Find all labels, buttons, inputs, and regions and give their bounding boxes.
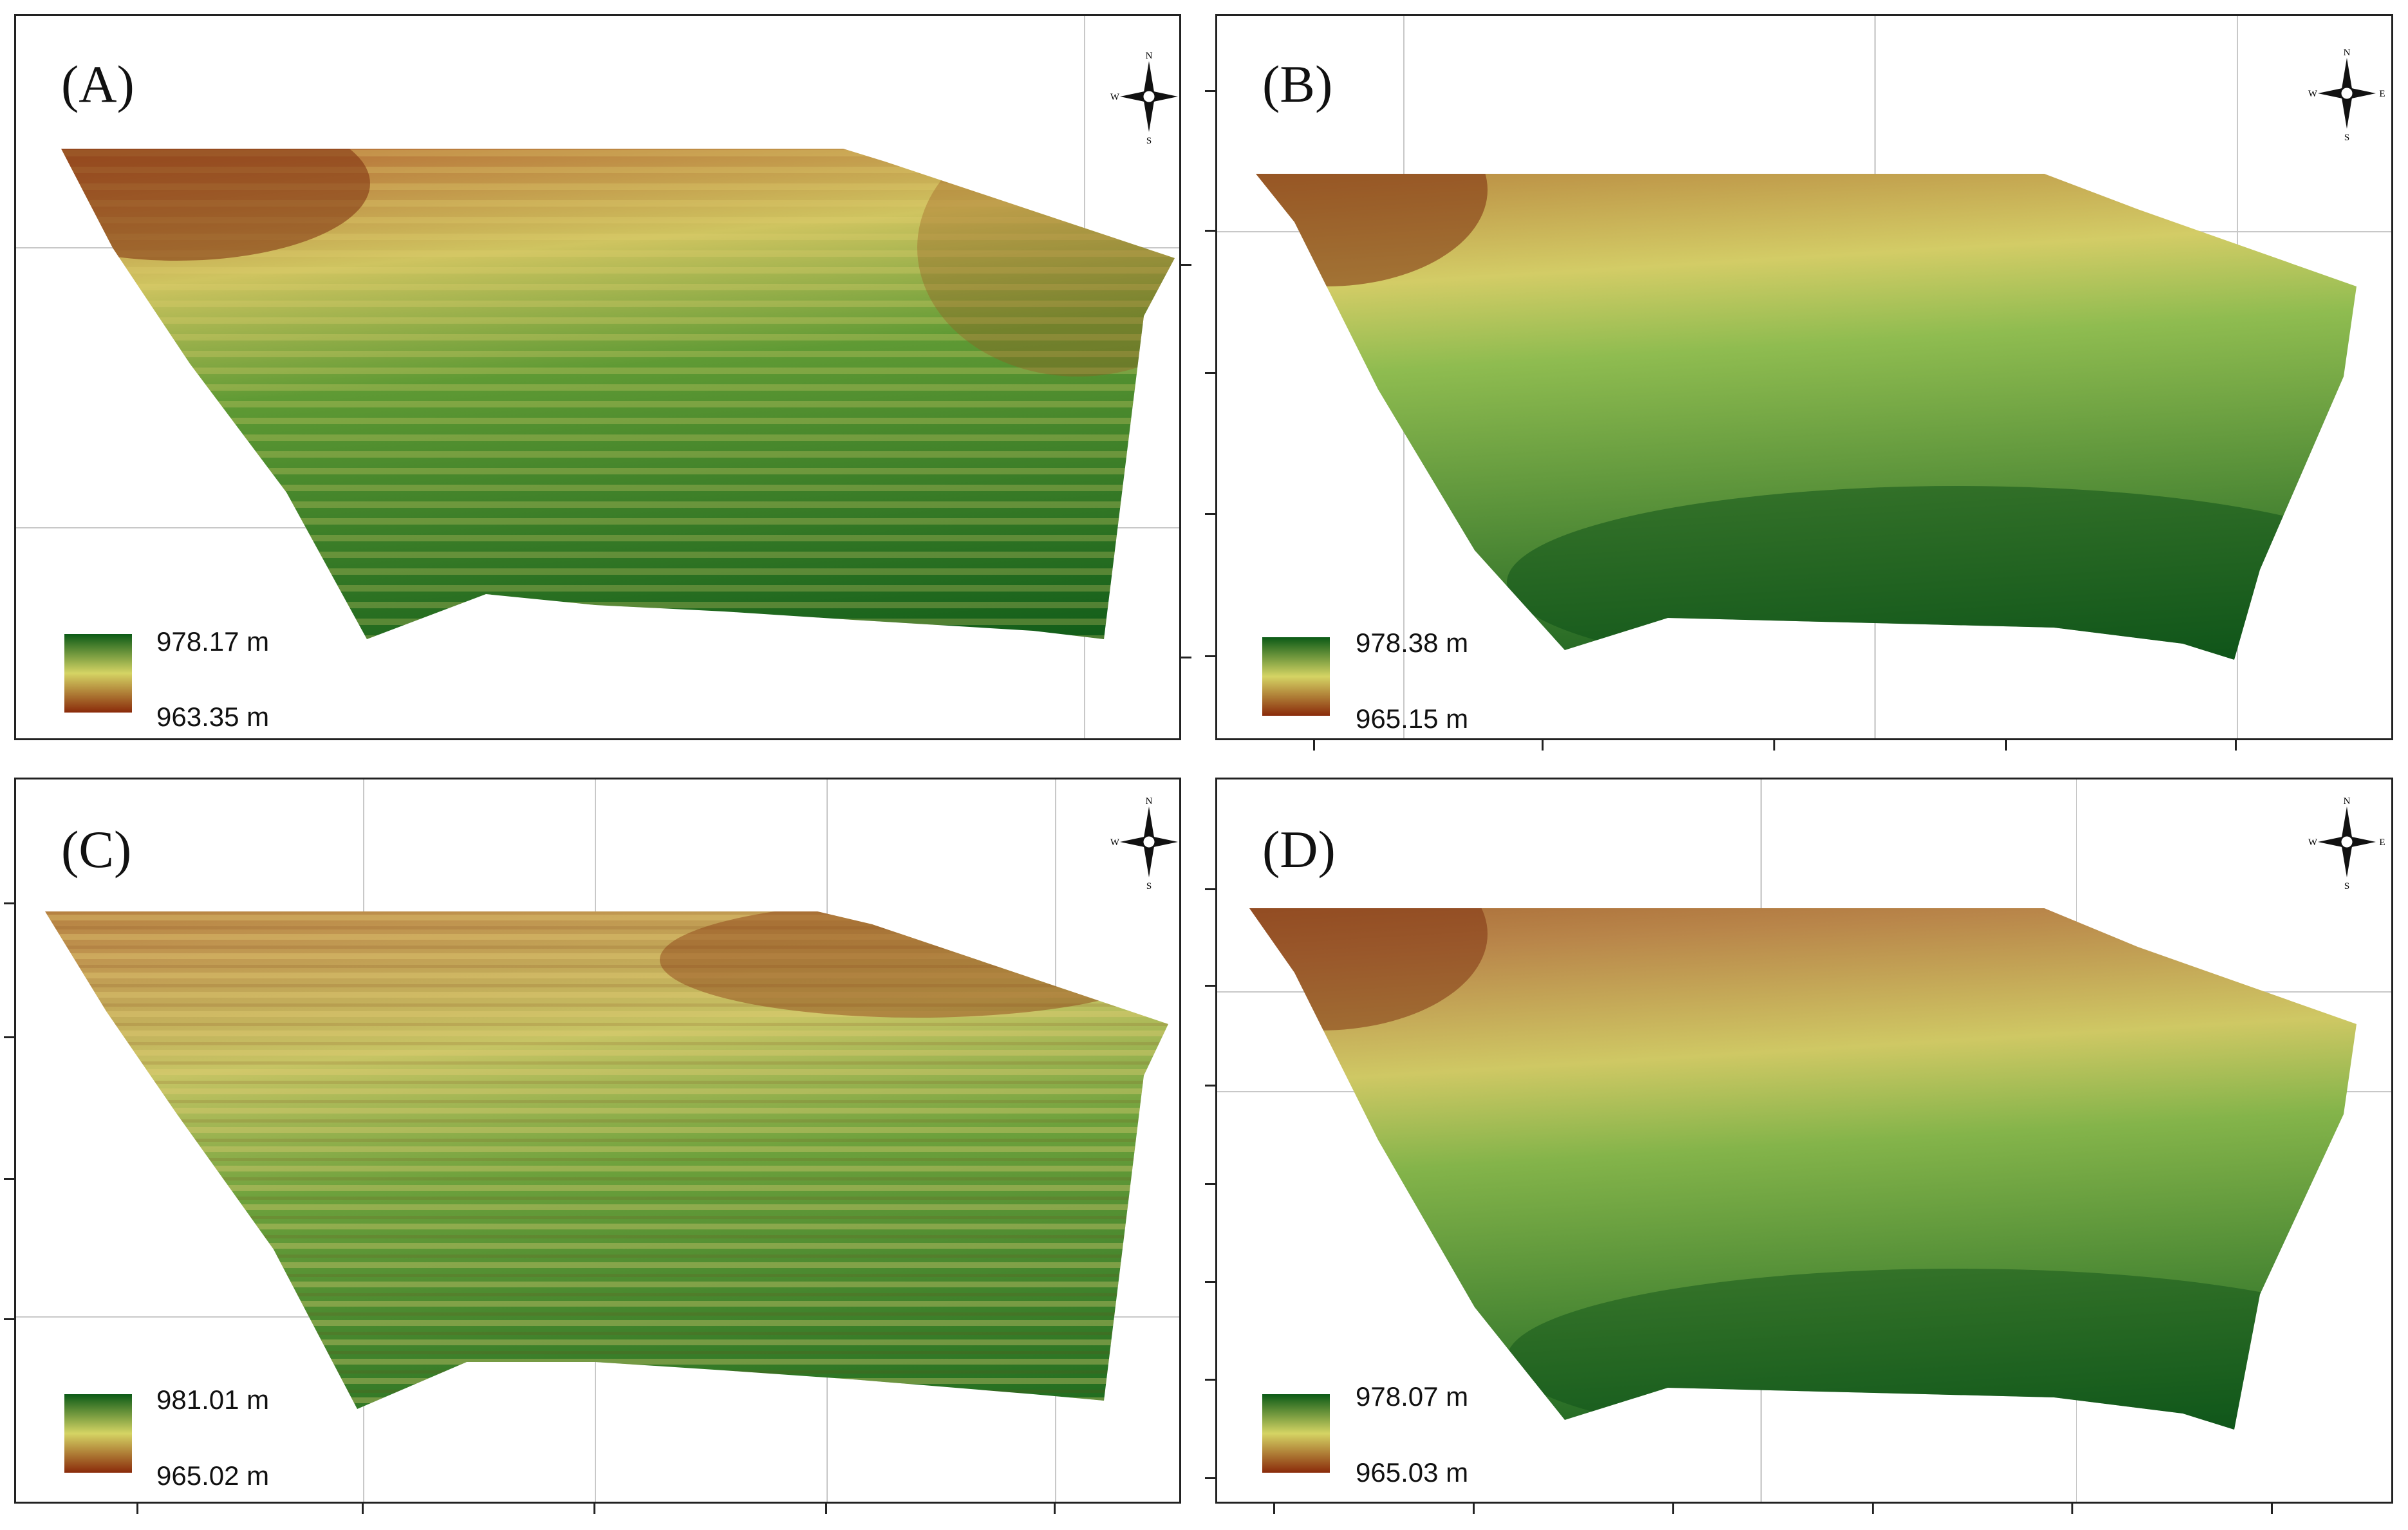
tick xyxy=(362,1504,364,1514)
panel-c: (C) N S W E 981.01 m 965.02 m xyxy=(14,778,1181,1504)
tick xyxy=(1205,1281,1215,1283)
legend-min: 963.35 m xyxy=(156,702,270,732)
compass-n: N xyxy=(2344,796,2351,807)
tick xyxy=(1473,1504,1475,1514)
compass-s: S xyxy=(1146,136,1152,145)
compass-s: S xyxy=(2344,133,2349,142)
tick xyxy=(2071,1504,2073,1514)
north-arrow-icon: N S W E xyxy=(2308,48,2385,142)
tick xyxy=(1205,1085,1215,1087)
tick xyxy=(4,902,14,904)
tick xyxy=(4,1318,14,1320)
compass-w: W xyxy=(1110,92,1120,102)
panel-a: (A) N S W E 978.17 m 963.35 m xyxy=(14,14,1181,740)
legend-min: 965.02 m xyxy=(156,1460,270,1491)
compass-s: S xyxy=(1146,881,1152,890)
tick xyxy=(136,1504,138,1514)
tick xyxy=(1205,888,1215,890)
tick xyxy=(1313,740,1315,751)
tick xyxy=(1672,1504,1674,1514)
tick xyxy=(4,1036,14,1038)
tick xyxy=(1542,740,1544,751)
elevation-map-c xyxy=(16,779,1179,1502)
tick xyxy=(1205,372,1215,374)
panel-label: (B) xyxy=(1262,55,1333,113)
legend-min: 965.03 m xyxy=(1356,1457,1469,1488)
north-arrow-icon: N S W E xyxy=(1110,796,1178,890)
tick xyxy=(1205,1379,1215,1381)
compass-s: S xyxy=(2344,881,2349,890)
compass-e: E xyxy=(2379,89,2385,99)
legend-color-ramp xyxy=(1262,1394,1330,1473)
tick xyxy=(1054,1504,1056,1514)
tick xyxy=(1205,90,1215,92)
north-arrow-icon: N S W E xyxy=(2308,796,2385,890)
tick xyxy=(1273,1504,1275,1514)
tick xyxy=(2235,740,2237,751)
north-arrow-icon: N S W E xyxy=(1110,51,1178,145)
tick xyxy=(825,1504,827,1514)
tick xyxy=(1205,985,1215,987)
elevation-map-d xyxy=(1217,779,2391,1502)
elevation-map-b xyxy=(1217,16,2391,738)
compass-n: N xyxy=(2344,48,2351,58)
legend-color-ramp xyxy=(64,634,132,713)
tick xyxy=(1205,230,1215,232)
legend-min: 965.15 m xyxy=(1356,704,1469,734)
compass-w: W xyxy=(1110,837,1120,848)
legend-max: 981.01 m xyxy=(156,1385,270,1415)
tick xyxy=(1205,513,1215,515)
compass-w: W xyxy=(2308,89,2318,99)
legend-max: 978.38 m xyxy=(1356,628,1469,658)
elevation-map-a xyxy=(16,16,1179,738)
tick xyxy=(1773,740,1775,751)
elevation-raster xyxy=(61,149,1175,639)
compass-w: W xyxy=(2308,837,2318,848)
tick xyxy=(2271,1504,2273,1514)
compass-n: N xyxy=(1146,796,1153,807)
compass-e: E xyxy=(2379,837,2385,848)
panel-label: (D) xyxy=(1262,820,1336,879)
tick xyxy=(1181,264,1191,266)
tick xyxy=(2005,740,2007,751)
tick xyxy=(1872,1504,1874,1514)
tick xyxy=(1205,655,1215,657)
panel-b: (B) N S W E 978.38 m 965.15 m xyxy=(1215,14,2393,740)
compass-n: N xyxy=(1146,51,1153,61)
tick xyxy=(1181,657,1191,658)
legend-max: 978.07 m xyxy=(1356,1381,1469,1412)
panel-d: (D) N S W E 978.07 m 965.03 m xyxy=(1215,778,2393,1504)
panel-label: (A) xyxy=(61,55,135,113)
tick xyxy=(4,1178,14,1180)
legend-color-ramp xyxy=(64,1394,132,1473)
tick xyxy=(1205,1477,1215,1479)
legend-color-ramp xyxy=(1262,637,1330,716)
panel-label: (C) xyxy=(61,820,132,879)
legend-max: 978.17 m xyxy=(156,626,270,657)
tick xyxy=(593,1504,595,1514)
tick xyxy=(1205,1183,1215,1185)
